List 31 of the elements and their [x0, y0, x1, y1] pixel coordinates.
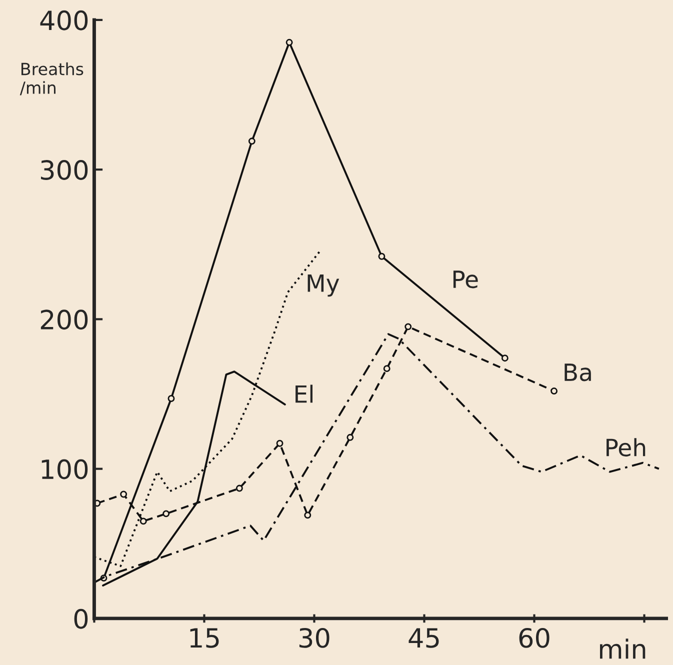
point: [276, 440, 284, 447]
point: [162, 510, 170, 518]
series-label: El: [296, 384, 312, 403]
point: [346, 434, 354, 441]
x-tick-label: 60: [519, 628, 550, 648]
point: [236, 484, 243, 492]
x-axis-title: min: [600, 638, 646, 659]
series-label: Peh: [606, 438, 646, 456]
y-tick-label: 200: [40, 310, 88, 330]
point: [286, 38, 293, 46]
point: [501, 354, 508, 362]
point: [140, 518, 147, 525]
y-tick-label: 300: [41, 160, 88, 180]
point: [550, 388, 558, 394]
y-tick-label: 400: [40, 10, 88, 30]
point: [120, 490, 128, 498]
series-label: My: [308, 274, 340, 297]
x-tick-label: 30: [299, 628, 330, 648]
point: [304, 512, 312, 519]
y-tick-label: 100: [42, 459, 88, 480]
point: [168, 395, 175, 402]
series-label: Ba: [564, 364, 591, 382]
point: [378, 252, 386, 260]
x-tick-label: 15: [190, 628, 219, 648]
y-axis-title: Breaths /min: [20, 62, 84, 96]
point: [248, 138, 256, 145]
series-label: Pe: [453, 270, 478, 288]
point: [383, 365, 390, 372]
point: [404, 323, 412, 330]
y-tick-label: 0: [74, 608, 88, 629]
x-tick-label: 45: [408, 628, 439, 648]
